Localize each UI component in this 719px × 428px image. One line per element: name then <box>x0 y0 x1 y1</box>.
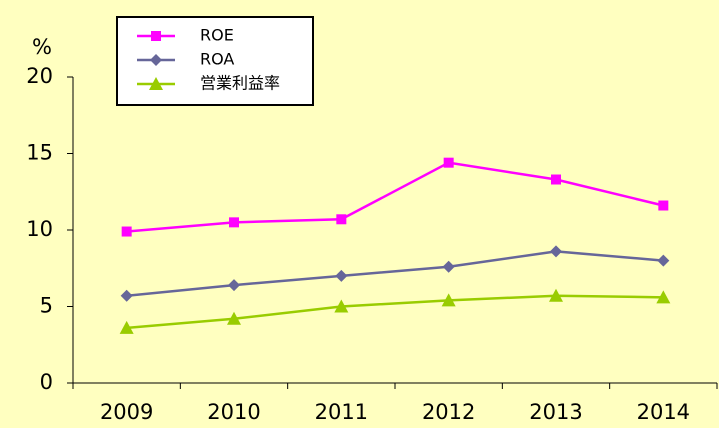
x-tick-label: 2011 <box>315 400 368 424</box>
y-tick-label: 20 <box>26 64 53 88</box>
y-tick-label: 10 <box>26 217 53 241</box>
legend-label: 営業利益率 <box>200 74 280 93</box>
legend-label: ROE <box>200 26 234 45</box>
data-point <box>442 260 455 273</box>
data-point <box>336 214 347 225</box>
data-point <box>550 245 562 258</box>
data-point <box>119 320 134 334</box>
x-tick-label: 2013 <box>529 400 582 424</box>
y-tick-label: 0 <box>40 370 53 394</box>
legend-marker <box>149 77 163 90</box>
data-point <box>120 289 133 302</box>
data-point <box>443 157 454 168</box>
legend-label: ROA <box>200 50 234 69</box>
series-line <box>126 294 664 330</box>
data-point <box>441 293 456 307</box>
data-point <box>656 290 671 304</box>
data-point <box>334 299 349 313</box>
y-axis-label: % <box>32 35 52 59</box>
x-tick-label: 2014 <box>637 400 690 424</box>
data-point <box>657 254 670 267</box>
data-point <box>121 226 132 237</box>
data-point <box>549 288 563 302</box>
data-point <box>229 217 239 228</box>
data-point <box>227 311 241 325</box>
x-tick-label: 2010 <box>207 400 260 424</box>
data-point <box>228 279 240 292</box>
x-tick-label: 2012 <box>422 400 475 424</box>
legend-marker <box>150 54 162 66</box>
data-point <box>658 200 669 211</box>
y-tick-label: 15 <box>26 141 53 165</box>
x-tick-label: 2009 <box>100 400 153 424</box>
series-line <box>126 250 664 298</box>
series-line <box>126 161 664 233</box>
y-tick-label: 5 <box>40 294 53 318</box>
data-point <box>551 174 561 185</box>
data-point <box>335 269 348 282</box>
legend-marker <box>151 31 161 41</box>
